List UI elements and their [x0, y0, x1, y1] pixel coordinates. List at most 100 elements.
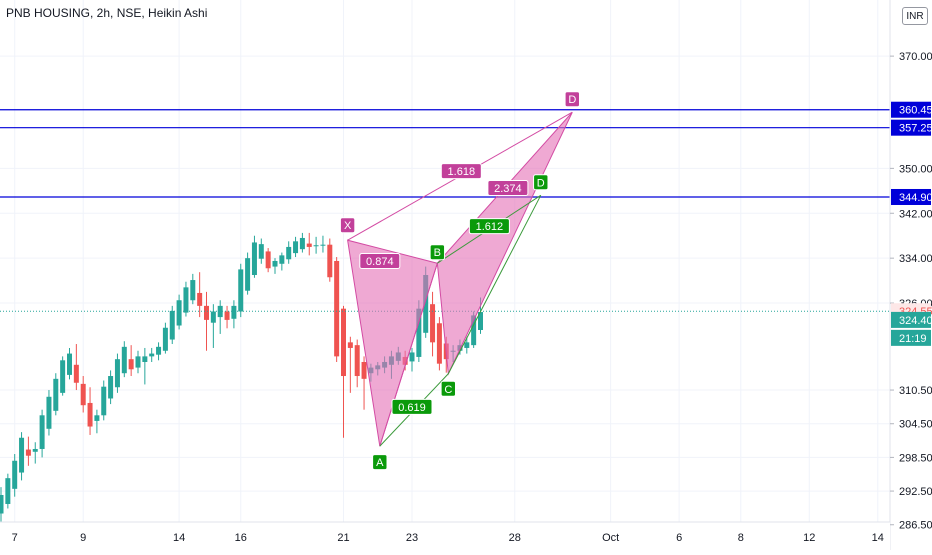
- time-tick-label: 9: [80, 532, 86, 544]
- candle: [94, 409, 100, 434]
- pivot-label-x[interactable]: X: [339, 217, 356, 234]
- candle-body: [135, 356, 141, 368]
- pivot-label-d[interactable]: D: [564, 91, 580, 108]
- candle-body: [272, 260, 278, 267]
- pattern-line-ab[interactable]: [379, 263, 438, 447]
- candle: [320, 235, 326, 253]
- candle-body: [5, 478, 11, 504]
- ratio-label-xb-text: 0.874: [366, 256, 394, 268]
- candle-body: [265, 251, 271, 269]
- ratio-label-cd[interactable]: 1.612: [468, 218, 510, 235]
- candle: [53, 373, 59, 416]
- pivot-label-c-bg: [440, 380, 457, 397]
- pivot-label-c-text: C: [444, 384, 452, 396]
- pivot-label-b[interactable]: B: [429, 244, 446, 261]
- price-axis[interactable]: [890, 0, 932, 550]
- candle-body: [80, 383, 86, 406]
- level-price-badge[interactable]: 344.90: [891, 188, 932, 205]
- candle-body: [176, 300, 182, 326]
- ratio-label-bd[interactable]: 2.374: [487, 180, 529, 197]
- candle: [245, 252, 251, 295]
- candle-body: [258, 244, 264, 259]
- ratio-label-ac[interactable]: 0.619: [391, 398, 433, 415]
- currency-button[interactable]: INR: [902, 7, 928, 25]
- legs-line-acd[interactable]: [379, 195, 542, 447]
- candle: [293, 236, 299, 258]
- candle: [279, 252, 285, 271]
- ratio-label-xb[interactable]: 0.874: [359, 252, 401, 269]
- candle-body: [471, 315, 477, 346]
- candle: [135, 350, 141, 374]
- candle-body: [306, 243, 312, 247]
- candle-body: [0, 495, 4, 514]
- candle: [73, 344, 79, 391]
- candle-body: [32, 448, 38, 452]
- countdown-badge[interactable]: 21:19: [891, 329, 931, 346]
- candle-body: [313, 245, 319, 247]
- candle: [204, 291, 209, 351]
- candle-body: [416, 308, 422, 357]
- harmonic-pattern[interactable]: X A B C D D 0.874 1.618 2.374 0.619 1.612: [339, 91, 580, 471]
- candle: [114, 353, 120, 393]
- candle-body: [286, 246, 292, 260]
- candle: [39, 409, 45, 458]
- candle: [87, 387, 93, 435]
- time-axis[interactable]: [0, 522, 890, 550]
- candle-body: [341, 308, 346, 377]
- candle-body: [204, 305, 209, 320]
- pivot-label-b-text: B: [434, 247, 441, 259]
- level-price-badge[interactable]: 357.25: [891, 119, 932, 136]
- candle-body: [73, 364, 79, 383]
- pattern-triangle-bcd[interactable]: [436, 111, 573, 376]
- pivot-label-c[interactable]: C: [440, 380, 457, 397]
- ratio-label-cd-text: 1.612: [476, 221, 504, 233]
- candle: [101, 380, 107, 421]
- ratio-label-bd-bg: [487, 180, 529, 197]
- time-tick-label: 8: [738, 532, 744, 544]
- candle: [231, 300, 237, 329]
- candle-body: [231, 305, 237, 319]
- time-tick-label: 12: [803, 532, 815, 544]
- time-tick-label: 6: [676, 532, 682, 544]
- candle: [176, 294, 182, 330]
- candle-body: [162, 327, 168, 351]
- candle: [238, 263, 244, 318]
- candle-body: [245, 258, 251, 291]
- ratio-label-xd-text: 1.618: [448, 166, 476, 178]
- time-tick-label: 7: [12, 532, 18, 544]
- ratio-label-xd-bg: [440, 163, 482, 180]
- candle-body: [430, 304, 436, 343]
- candle: [156, 342, 162, 361]
- candle: [67, 347, 72, 380]
- price-tick-label: 334.00: [899, 253, 932, 265]
- countdown-badge-text: 21:19: [899, 333, 927, 345]
- candle-body: [197, 292, 203, 306]
- candle: [354, 339, 360, 388]
- candle: [430, 291, 436, 357]
- candle-body: [19, 437, 25, 473]
- pivot-label-a-bg: [372, 454, 388, 471]
- current-bar-badge[interactable]: 324.40: [891, 311, 932, 328]
- level-price-badge-bg: [891, 101, 931, 118]
- current-bar-badge-bg: [891, 311, 931, 328]
- pivot-label-x-text: X: [344, 220, 352, 232]
- candle-body: [121, 346, 127, 374]
- candle: [409, 347, 415, 372]
- time-tick-label: 14: [173, 532, 185, 544]
- candle-body: [279, 255, 285, 264]
- candle: [313, 236, 319, 254]
- candle-body: [224, 311, 230, 320]
- pivot-label-x-bg: [339, 217, 356, 234]
- pivot-label-a[interactable]: A: [372, 454, 388, 471]
- candle: [162, 322, 168, 354]
- pattern-triangle-xab[interactable]: [346, 239, 438, 447]
- level-price-badge[interactable]: 360.45: [891, 101, 932, 118]
- pivot-label-d2[interactable]: D: [533, 174, 549, 191]
- ratio-label-xd[interactable]: 1.618: [440, 163, 482, 180]
- ratio-label-xb-bg: [359, 252, 401, 269]
- time-tick-label: 21: [337, 532, 349, 544]
- candle: [347, 336, 353, 393]
- candle: [121, 341, 127, 378]
